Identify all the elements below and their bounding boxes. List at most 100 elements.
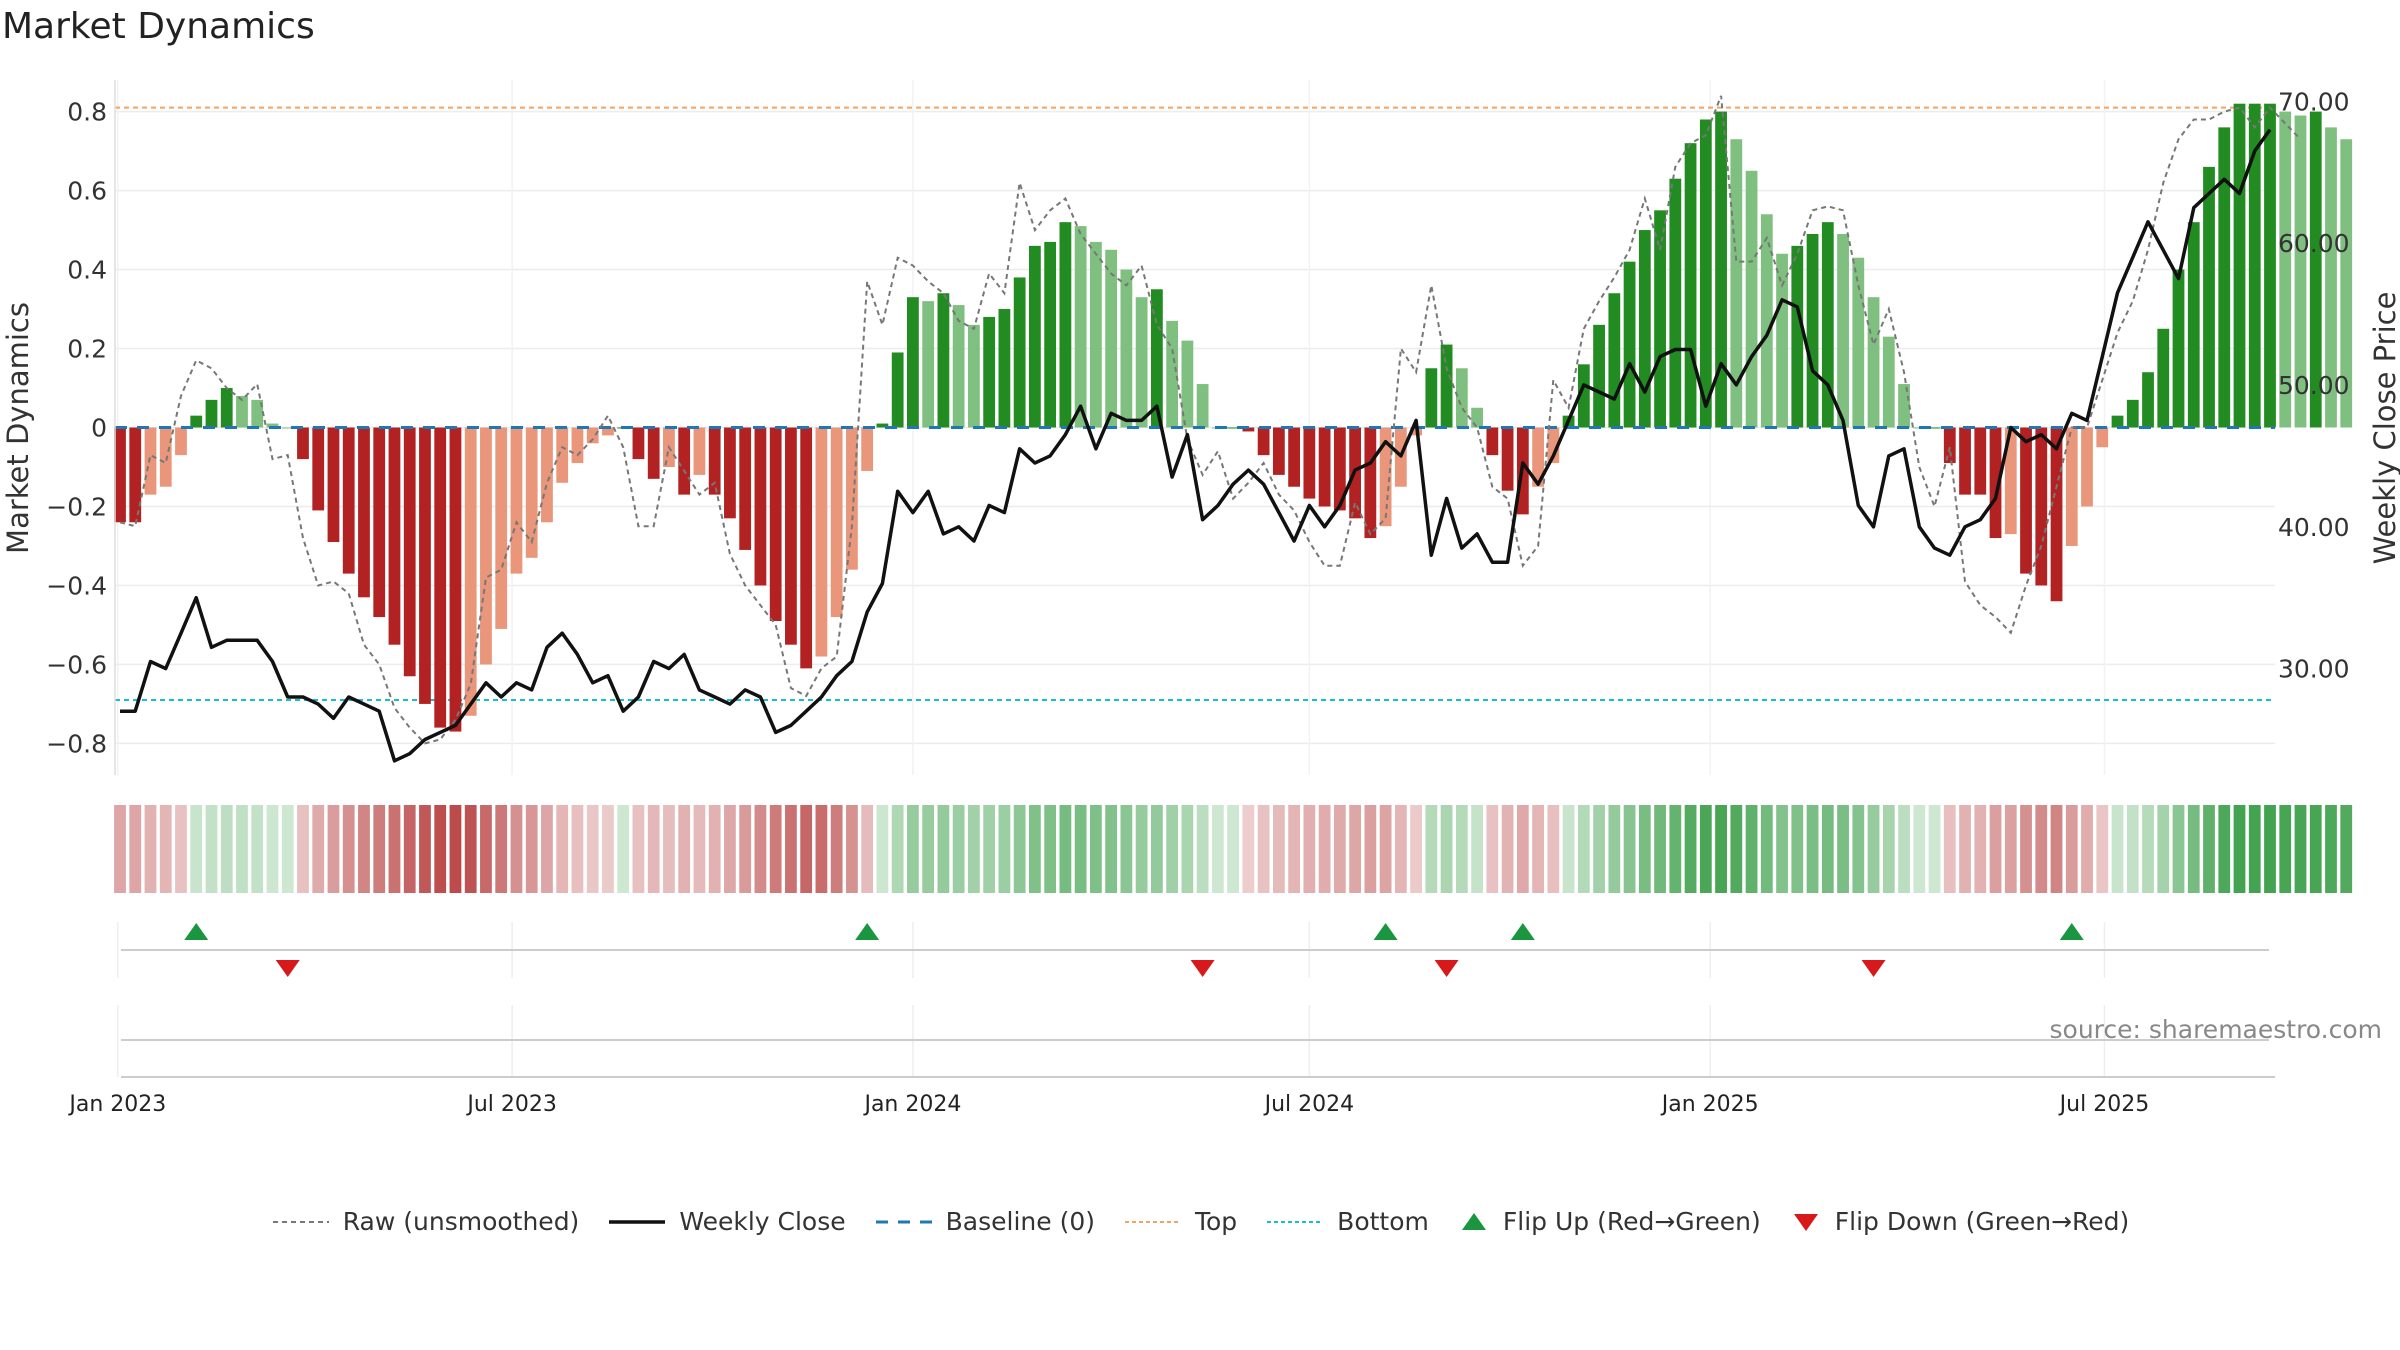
dynamics-bar bbox=[1532, 427, 1544, 487]
regime-strip-cell bbox=[693, 805, 706, 893]
regime-strip-cell bbox=[205, 805, 218, 893]
regime-strip-cell bbox=[1943, 805, 1956, 893]
legend-label-top: Top bbox=[1194, 1207, 1238, 1236]
dynamics-bar bbox=[1989, 427, 2002, 539]
regime-strip-cell bbox=[1516, 805, 1529, 893]
regime-strip-cell bbox=[907, 805, 919, 893]
regime-strip-cell bbox=[1821, 805, 1834, 893]
regime-strip-cell bbox=[1272, 805, 1285, 893]
regime-strip-cell bbox=[1608, 805, 1621, 893]
regime-strip-cell bbox=[1791, 805, 1804, 893]
regime-strip-cell bbox=[2187, 805, 2200, 893]
regime-strip-cell bbox=[1242, 805, 1255, 893]
x-tick-label: Jan 2025 bbox=[1660, 1092, 1759, 1117]
regime-strip-cell bbox=[617, 805, 630, 893]
regime-strip-cell bbox=[358, 805, 370, 893]
regime-strip-cell bbox=[983, 805, 996, 893]
dynamics-bar bbox=[632, 427, 645, 460]
dynamics-bar bbox=[830, 427, 843, 618]
dynamics-bar bbox=[1974, 427, 1987, 495]
regime-strip-cell bbox=[1059, 805, 1072, 893]
legend-label-baseline: Baseline (0) bbox=[945, 1207, 1095, 1236]
y-tick-label-left: −0.8 bbox=[46, 729, 107, 758]
dynamics-bar bbox=[907, 297, 919, 428]
regime-strip-cell bbox=[1074, 805, 1087, 893]
regime-strip-cell bbox=[952, 805, 965, 893]
dynamics-bar bbox=[419, 427, 431, 704]
regime-strip-cell bbox=[1837, 805, 1849, 893]
regime-strip-cell bbox=[1318, 805, 1331, 893]
dynamics-bar bbox=[2020, 427, 2032, 574]
regime-strip-cell bbox=[830, 805, 843, 893]
regime-strip-cell bbox=[1562, 805, 1575, 893]
dynamics-bar bbox=[922, 301, 935, 428]
weekly-close-line bbox=[120, 128, 2272, 763]
regime-strip-cell bbox=[129, 805, 142, 893]
regime-strip-cell bbox=[236, 805, 248, 893]
regime-strip-cell bbox=[708, 805, 721, 893]
dynamics-bar bbox=[1257, 427, 1270, 456]
legend-item-bottom: Bottom bbox=[1265, 1207, 1429, 1236]
dynamics-bar bbox=[1455, 368, 1468, 428]
regime-strip-cell bbox=[1882, 805, 1895, 893]
regime-strip-cell bbox=[1364, 805, 1377, 893]
dynamics-bar bbox=[1593, 324, 1605, 428]
dynamics-bar bbox=[266, 423, 279, 428]
regime-strip-cell bbox=[464, 805, 477, 893]
legend-label-close: Weekly Close bbox=[679, 1207, 846, 1236]
dynamics-bar bbox=[1303, 427, 1316, 499]
regime-strip-cell bbox=[1532, 805, 1544, 893]
regime-strip-cell bbox=[1898, 805, 1910, 893]
dynamics-bar bbox=[1547, 427, 1560, 464]
regime-strip-cell bbox=[1288, 805, 1301, 893]
dynamics-bar bbox=[1760, 214, 1773, 428]
regime-strip-cell bbox=[1928, 805, 1941, 893]
regime-strip-cell bbox=[815, 805, 828, 893]
regime-strip-cell bbox=[2126, 805, 2139, 893]
regime-strip-cell bbox=[434, 805, 447, 893]
legend-item-flip-down: Flip Down (Green→Red) bbox=[1789, 1207, 2129, 1236]
regime-strip-cell bbox=[1227, 805, 1240, 893]
x-tick-label: Jan 2024 bbox=[862, 1092, 961, 1117]
y-tick-label-left: −0.2 bbox=[46, 492, 107, 521]
regime-strip-cell bbox=[1349, 805, 1361, 893]
regime-strip-cell bbox=[480, 805, 492, 893]
y-tick-label-right: 70.00 bbox=[2278, 87, 2350, 116]
y-axis-label-right: Weekly Close Price bbox=[2368, 292, 2400, 565]
dynamics-bar bbox=[647, 427, 660, 479]
dynamics-bar bbox=[1181, 340, 1194, 428]
dynamics-bar bbox=[2340, 139, 2353, 428]
dynamics-bar bbox=[495, 427, 508, 629]
regime-strip-cell bbox=[1379, 805, 1392, 893]
flip-down-marker bbox=[1434, 960, 1459, 977]
regime-strip-cell bbox=[190, 805, 203, 893]
dynamics-bar bbox=[1791, 245, 1804, 428]
dynamics-bar bbox=[388, 427, 401, 645]
dynamics-bar bbox=[1333, 427, 1346, 511]
regime-strip-cell bbox=[602, 805, 614, 893]
regime-strip-cell bbox=[342, 805, 355, 893]
regime-strip-cell bbox=[2340, 805, 2353, 893]
dynamics-bar bbox=[708, 427, 721, 495]
dynamics-bar bbox=[2187, 222, 2200, 428]
dynamics-bar bbox=[251, 399, 264, 428]
regime-strip-cell bbox=[2081, 805, 2093, 893]
regime-strip-cell bbox=[510, 805, 523, 893]
dynamics-bar bbox=[1150, 289, 1163, 428]
y-tick-label-left: 0 bbox=[91, 414, 107, 443]
regime-strip-cell bbox=[2157, 805, 2170, 893]
dynamics-bar bbox=[1898, 384, 1910, 428]
dynamics-bar bbox=[1105, 249, 1118, 428]
regime-strip-cell bbox=[739, 805, 752, 893]
regime-strip-cell bbox=[1593, 805, 1605, 893]
regime-strip-cell bbox=[2264, 805, 2276, 893]
dynamics-bar bbox=[1440, 344, 1453, 428]
flip-up-marker bbox=[2059, 923, 2084, 940]
regime-strip-cell bbox=[1959, 805, 1971, 893]
regime-strip-cell bbox=[1669, 805, 1682, 893]
regime-strip-cell bbox=[1166, 805, 1179, 893]
dynamics-bar bbox=[2203, 166, 2215, 428]
dynamics-bar bbox=[190, 415, 203, 428]
dynamics-bar bbox=[1943, 427, 1956, 464]
regime-strip-cell bbox=[800, 805, 813, 893]
